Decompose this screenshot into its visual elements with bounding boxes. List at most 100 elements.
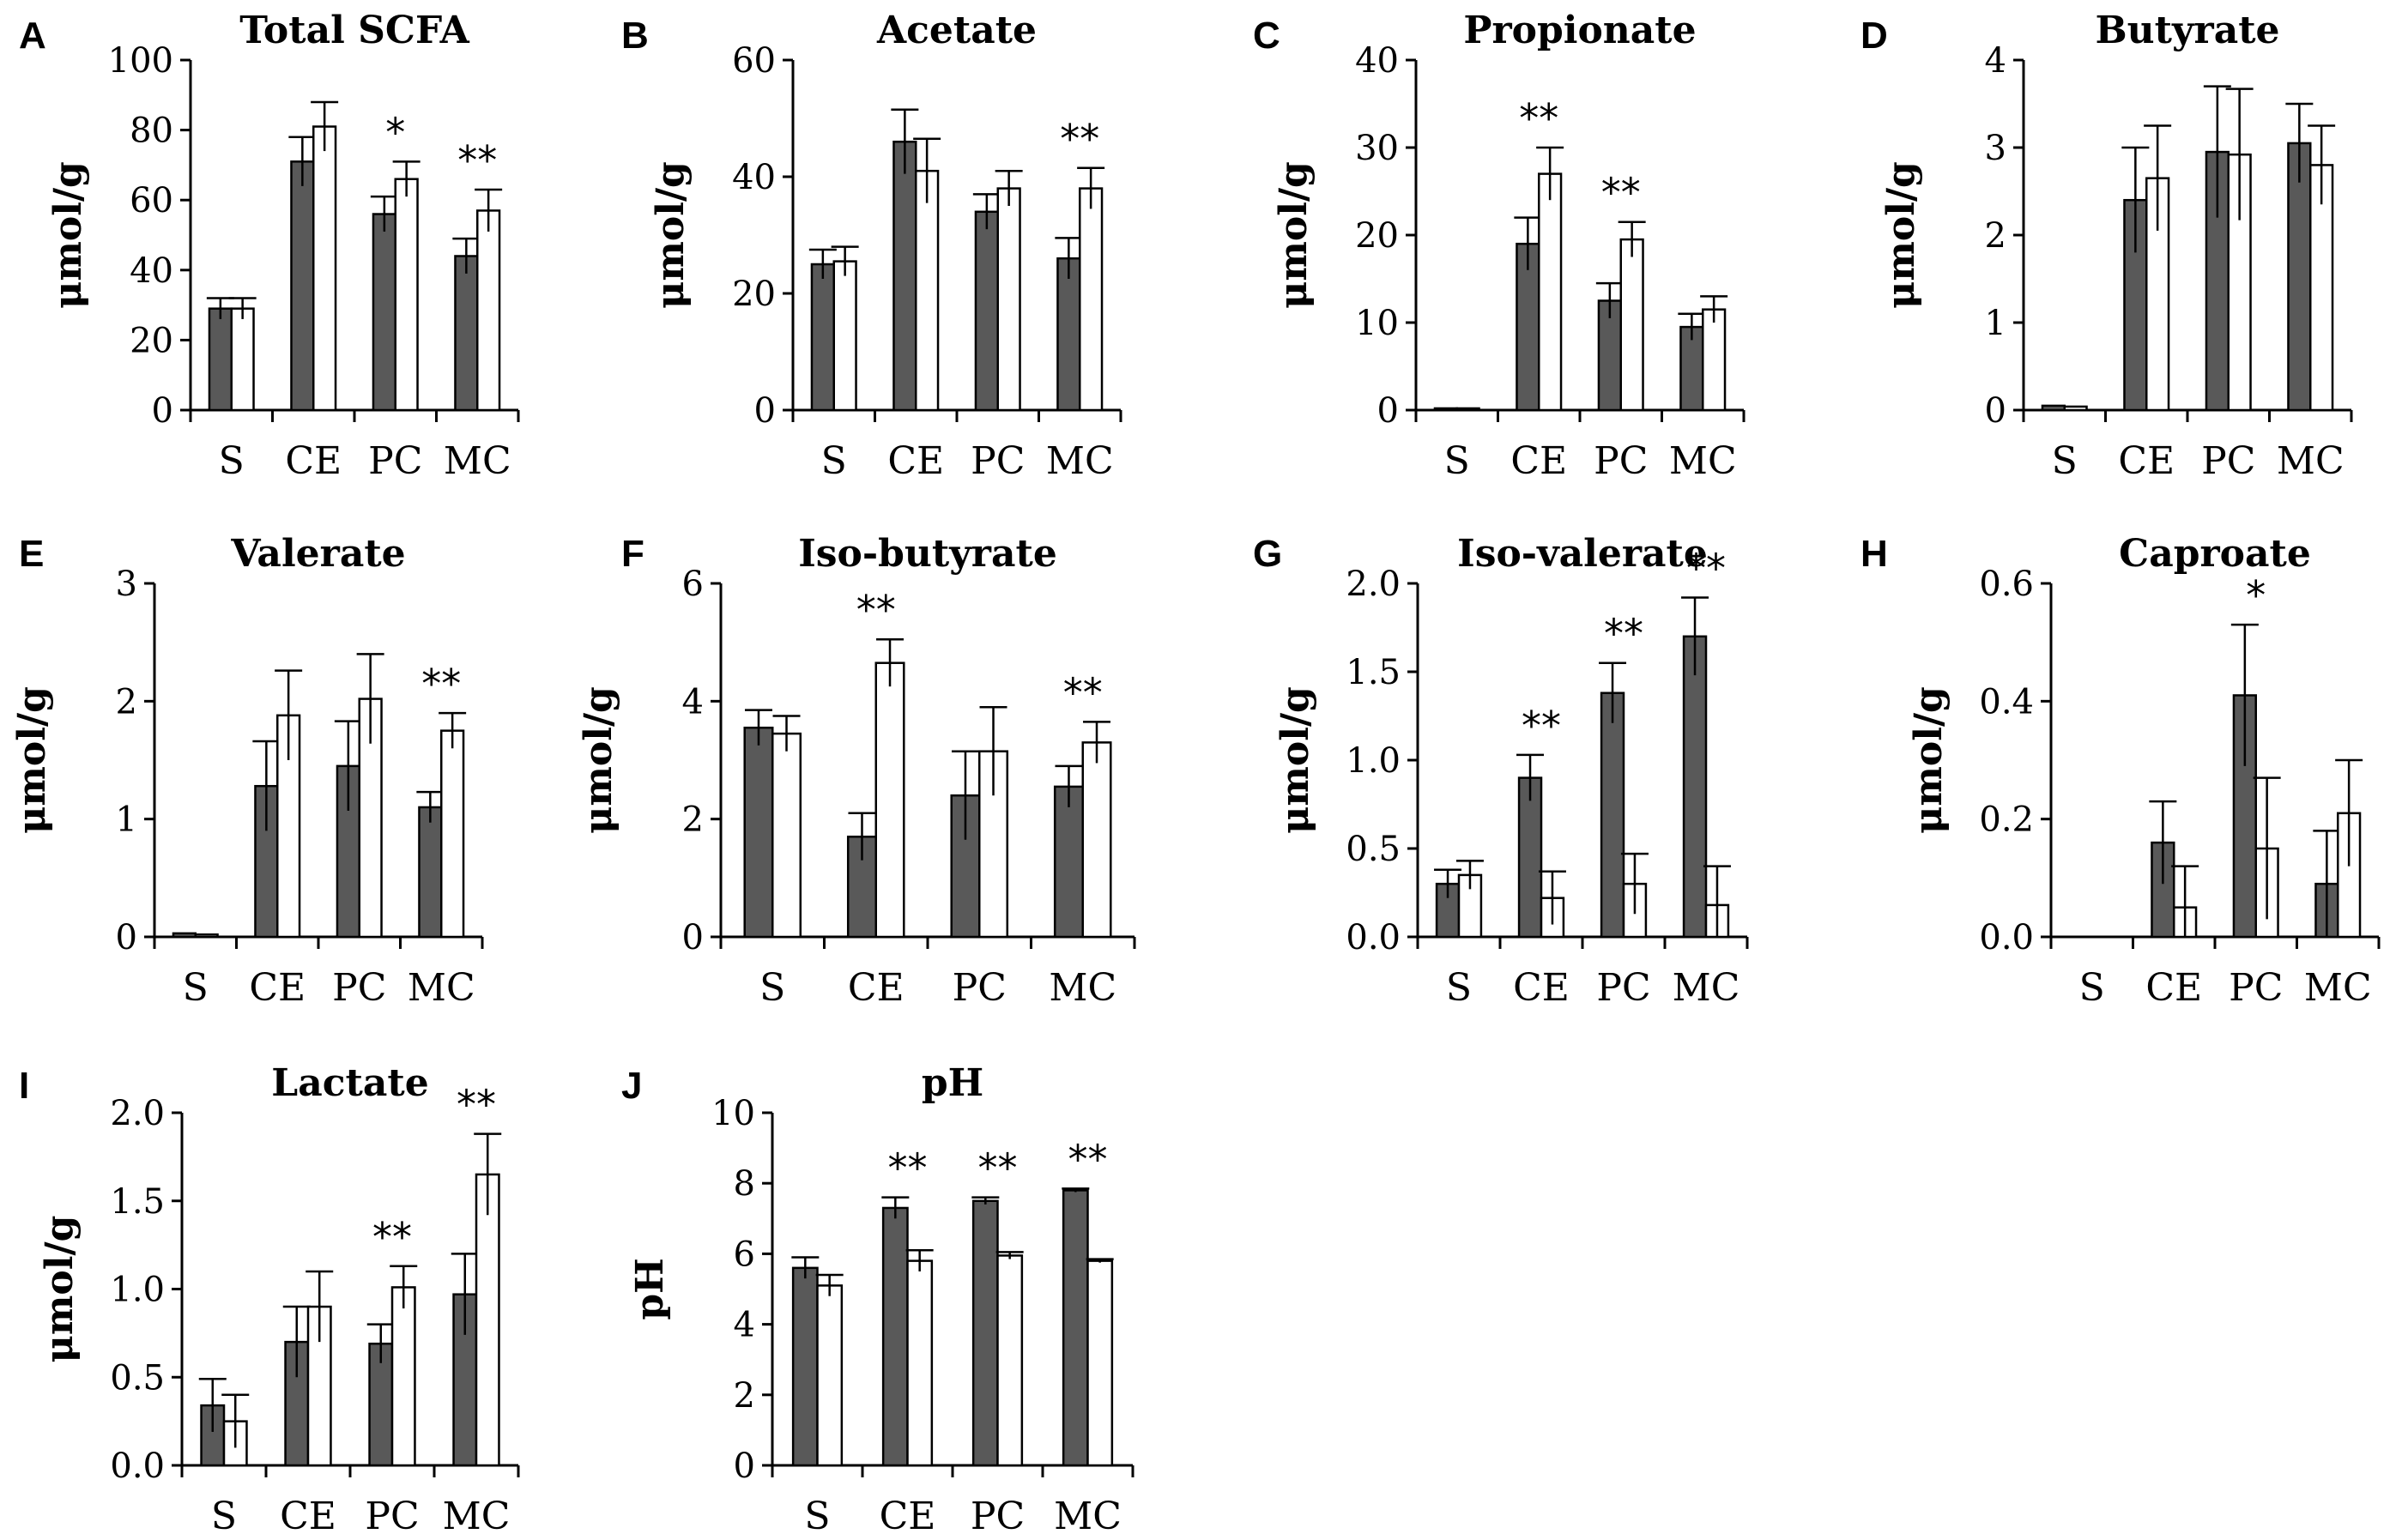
category-label: MC (408, 966, 475, 1010)
bar-ce-control (892, 140, 917, 412)
category-label: MC (1049, 966, 1116, 1010)
significance-marker: ** (856, 587, 896, 633)
category-label: CE (2118, 439, 2175, 483)
category-label: MC (1669, 439, 1737, 483)
category-label: PC (332, 966, 386, 1010)
bar-mc-treatment (475, 1173, 500, 1467)
bar-s-control (172, 932, 197, 939)
y-tick-label: 10 (711, 1094, 755, 1133)
y-tick-label: 40 (130, 251, 173, 291)
y-axis-title: μmol/g (10, 686, 54, 834)
y-axis-title: μmol/g (577, 686, 620, 834)
chart-panel-d: D Butyrate μmol/g 0 1 2 3 4 S CE PC MC (1860, 9, 2353, 483)
bar-s-treatment (832, 260, 857, 412)
y-axis-title: μmol/g (1879, 161, 1923, 309)
category-label: CE (280, 1495, 336, 1538)
bar-s-treatment (194, 933, 219, 939)
bar-ce-treatment (312, 125, 337, 412)
y-tick-label: 4 (682, 682, 704, 722)
y-tick-label: 1 (116, 800, 137, 840)
y-tick-label: 0.5 (110, 1358, 165, 1398)
y-tick-label: 20 (130, 321, 173, 360)
significance-marker: ** (1063, 669, 1103, 716)
panel-letter: G (1253, 533, 1282, 575)
y-tick-label: 1.0 (1346, 741, 1401, 781)
category-label: PC (368, 439, 422, 483)
category-label: S (1444, 439, 1470, 483)
category-label: S (2052, 439, 2078, 483)
bar-pc-treatment (996, 187, 1021, 412)
bar-ce-treatment (1538, 172, 1563, 412)
y-tick-label: 6 (682, 565, 704, 604)
chart-panel-g: G Iso-valerate μmol/g 0.0 0.5 1.0 1.5 2.0 S CE ** P… (1253, 532, 1749, 1010)
bar-mc-control (454, 255, 479, 412)
category-label: CE (887, 439, 944, 483)
bar-mc-treatment (1702, 308, 1727, 412)
y-tick-label: 0 (116, 918, 137, 957)
category-label: PC (1596, 966, 1650, 1010)
bar-mc-treatment (1086, 1259, 1114, 1467)
category-label: MC (1046, 439, 1114, 483)
bar-pc-treatment (390, 1286, 416, 1467)
chart-title: Acetate (876, 9, 1037, 52)
bar-s-treatment (771, 732, 802, 939)
chart-title: Iso-butyrate (798, 532, 1057, 576)
significance-marker: ** (1060, 116, 1099, 162)
panel-letter: I (19, 1065, 29, 1107)
bar-ce-control (290, 160, 315, 412)
y-tick-label: 2 (734, 1376, 755, 1416)
y-tick-label: 1.5 (110, 1182, 165, 1222)
category-label: PC (971, 1495, 1025, 1538)
category-label: S (759, 966, 785, 1010)
bar-s-treatment (816, 1284, 844, 1467)
category-label: S (1446, 966, 1472, 1010)
bar-mc-control (1682, 635, 1708, 939)
significance-marker: * (385, 109, 405, 155)
y-tick-label: 0 (152, 391, 173, 431)
y-tick-label: 0.0 (110, 1446, 165, 1486)
significance-marker: * (2246, 572, 2266, 619)
chart-title: Iso-valerate (1457, 532, 1708, 576)
panel-letter: A (19, 15, 46, 57)
y-tick-label: 30 (1355, 129, 1399, 168)
y-axis-title: μmol/g (1272, 161, 1316, 309)
y-tick-label: 0.4 (1979, 682, 2034, 722)
y-tick-label: 2.0 (1346, 565, 1401, 604)
category-label: S (804, 1495, 830, 1538)
bar-pc-control (971, 1199, 999, 1467)
category-label: CE (2145, 966, 2202, 1010)
category-label: S (219, 439, 245, 483)
significance-marker: ** (1601, 170, 1641, 216)
chart-title: Caproate (2119, 532, 2311, 576)
y-tick-label: 1 (1985, 304, 2006, 343)
bar-ce-treatment (874, 661, 905, 939)
bar-mc-control (1062, 1189, 1089, 1467)
y-tick-label: 0 (754, 391, 776, 431)
y-tick-label: 3 (1985, 129, 2006, 168)
y-tick-label: 2 (682, 800, 704, 840)
category-label: MC (1054, 1495, 1122, 1538)
panel-letter: B (621, 15, 649, 57)
y-tick-label: 6 (734, 1235, 755, 1274)
chart-panel-h: H Caproate μmol/g 0.0 0.2 0.4 0.6 S CE PC * MC (1860, 532, 2381, 1010)
bar-s-treatment (2063, 405, 2088, 412)
y-tick-label: 0.0 (1346, 918, 1401, 957)
y-tick-label: 0.5 (1346, 830, 1401, 869)
y-tick-label: 20 (732, 275, 776, 314)
y-tick-label: 80 (130, 112, 173, 151)
bar-pc-control (372, 213, 396, 412)
bar-mc-treatment (476, 209, 501, 412)
y-axis-title: μmol/g (1274, 686, 1317, 834)
category-label: CE (1513, 966, 1570, 1010)
category-label: MC (2277, 439, 2345, 483)
category-label: PC (971, 439, 1025, 483)
chart-panel-e: E Valerate μmol/g 0 1 2 3 S CE PC MC ** (10, 532, 484, 1010)
y-axis-title: μmol/g (1907, 686, 1951, 834)
y-axis-title: pH (628, 1258, 672, 1320)
chart-panel-a: A Total SCFA μmol/g 0 20 40 60 80 100 S CE PC * MC ** (19, 9, 520, 483)
significance-marker: ** (1519, 95, 1558, 142)
category-label: S (821, 439, 847, 483)
y-axis-title: μmol/g (649, 161, 693, 309)
panel-letter: D (1860, 15, 1888, 57)
y-tick-label: 40 (732, 158, 776, 197)
